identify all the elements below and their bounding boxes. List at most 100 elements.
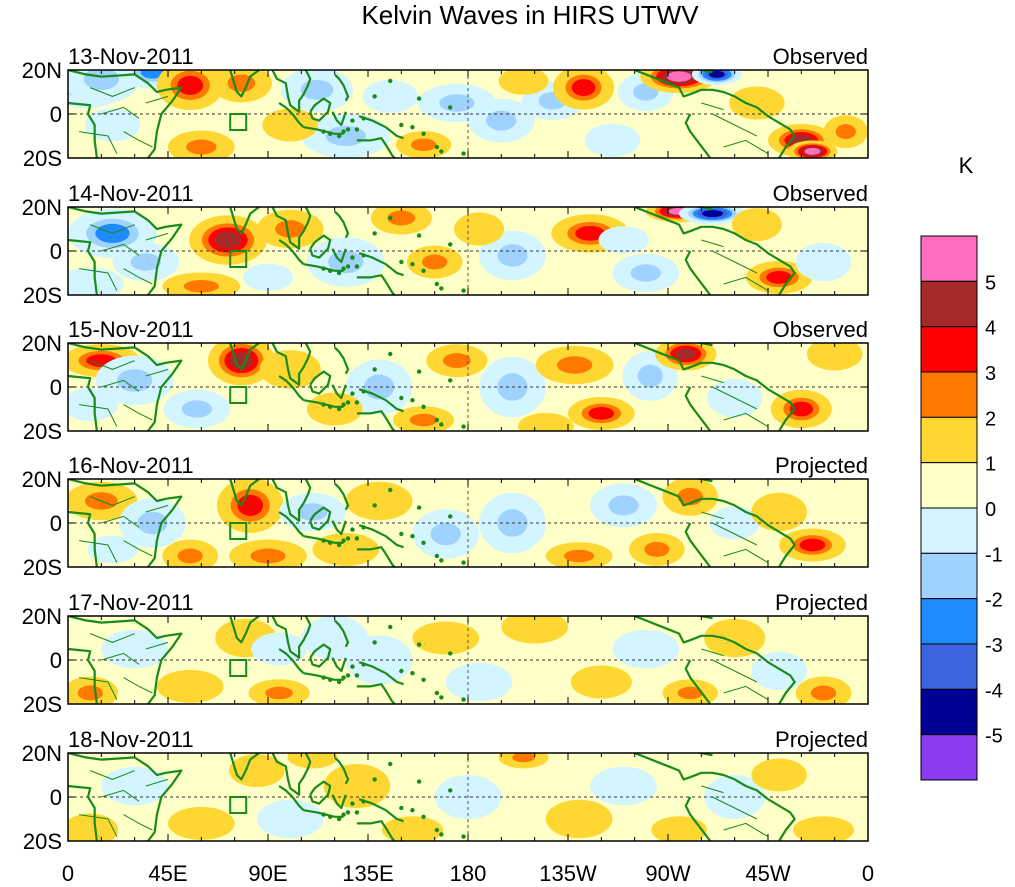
island	[434, 144, 440, 150]
island	[350, 118, 355, 123]
y-tick-label: 20S	[23, 692, 62, 717]
anomaly-contour	[426, 628, 466, 648]
coastline	[303, 126, 344, 135]
island	[321, 266, 326, 271]
island	[321, 812, 326, 817]
country-border	[101, 106, 140, 119]
coastline	[684, 386, 712, 431]
island	[421, 404, 426, 409]
colorbar-label: 0	[985, 499, 996, 521]
panel-plot-area	[68, 343, 868, 431]
anomaly-contour	[359, 489, 399, 513]
coastline	[356, 820, 396, 841]
island	[461, 834, 466, 839]
anomaly-contour	[766, 271, 792, 284]
coastline	[634, 753, 796, 841]
anomaly-contour	[799, 538, 826, 552]
x-tick-label: 0	[62, 861, 74, 886]
anomaly-contour	[430, 522, 461, 546]
country-border	[79, 268, 118, 291]
country-border	[701, 511, 724, 520]
island	[461, 424, 466, 429]
index-box	[229, 659, 248, 677]
anomaly-contour	[443, 353, 471, 369]
coastline	[684, 659, 712, 704]
coastline	[358, 524, 404, 549]
country-border	[723, 276, 769, 292]
coastline	[331, 248, 347, 264]
island	[461, 288, 466, 293]
coastline	[229, 479, 260, 507]
island	[434, 281, 440, 287]
coastline	[68, 374, 98, 431]
island	[372, 640, 377, 645]
index-box	[229, 522, 248, 540]
island	[434, 553, 440, 559]
coastline	[333, 346, 350, 375]
island	[341, 266, 346, 271]
anomaly-contour	[250, 548, 286, 564]
island	[448, 105, 453, 110]
panel-plot-area	[68, 70, 868, 158]
country-border	[79, 540, 118, 563]
country-border	[123, 814, 153, 831]
coastline	[679, 343, 713, 347]
y-tick-label: 0	[50, 648, 62, 673]
anomaly-contour	[183, 279, 219, 293]
island	[345, 127, 351, 132]
anomaly-contour	[117, 369, 153, 392]
island	[439, 286, 444, 291]
x-tick-label: 0	[862, 861, 874, 886]
country-border	[145, 368, 169, 377]
island	[421, 131, 426, 136]
index-box	[229, 113, 248, 131]
y-tick-label: 20S	[23, 419, 62, 444]
island	[416, 642, 422, 647]
coastline	[358, 798, 404, 823]
island	[354, 400, 360, 405]
island	[388, 351, 393, 357]
island	[341, 812, 346, 817]
anomaly-contour	[701, 210, 723, 218]
colorbar-label: 5	[985, 272, 996, 294]
anomaly-contour	[804, 147, 821, 155]
coastline	[303, 535, 344, 544]
x-tick-label: 135E	[342, 861, 393, 886]
island	[361, 116, 366, 121]
island	[350, 527, 355, 532]
colorbar-swatch	[920, 598, 978, 645]
y-tick-label: 0	[50, 102, 62, 127]
anomaly-contour	[275, 220, 306, 238]
island	[410, 125, 415, 130]
coastline	[68, 70, 183, 158]
colorbar-label: -5	[985, 726, 1003, 748]
country-border	[123, 268, 153, 285]
coastline	[679, 207, 713, 211]
anomaly-contour	[762, 659, 796, 683]
island	[321, 129, 326, 134]
colorbar-label: -4	[985, 680, 1003, 702]
coastline	[356, 274, 396, 295]
coastline	[309, 97, 332, 122]
y-tick-label: 20S	[23, 146, 62, 171]
island	[328, 540, 333, 545]
anomaly-contour	[181, 400, 212, 418]
country-border	[701, 375, 724, 384]
island	[336, 270, 342, 276]
panel-status: Projected	[775, 453, 868, 478]
coastline	[68, 616, 183, 704]
index-box	[229, 796, 248, 814]
island	[410, 398, 415, 403]
country-border	[712, 522, 758, 546]
anomaly-contour	[708, 70, 725, 78]
coastline	[271, 207, 312, 250]
anomaly-contour	[835, 124, 856, 140]
anomaly-contour	[762, 765, 796, 785]
country-border	[723, 685, 769, 701]
anomaly-contour	[805, 821, 842, 839]
country-border	[79, 814, 118, 837]
island	[421, 268, 426, 273]
island	[361, 662, 366, 667]
anomaly-contour	[394, 821, 431, 839]
island	[328, 677, 333, 682]
